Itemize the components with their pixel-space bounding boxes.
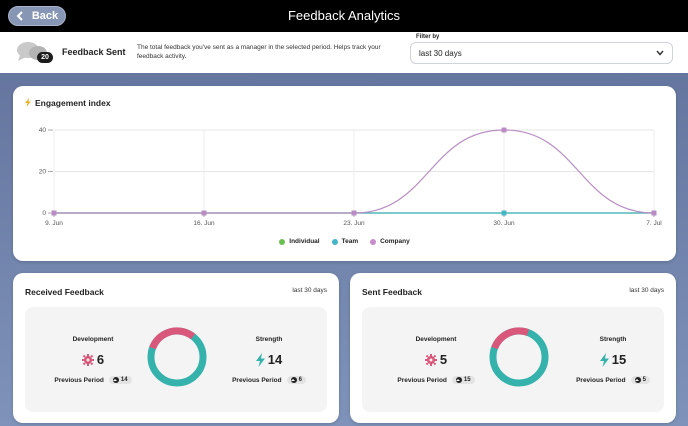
legend-label-team: Team xyxy=(341,238,359,245)
period-filter-select[interactable]: last 30 days xyxy=(410,42,673,64)
legend-item-company[interactable]: Company xyxy=(370,238,410,245)
sent-feedback-panel: Development 5 Previous Period 15 Strengt… xyxy=(362,307,664,412)
donut-development-segment xyxy=(489,327,549,387)
series-line-company xyxy=(54,129,655,214)
engagement-chart: 0 20 40 9. Jun 16. Jun 23. Jun 30. Jun 7. Jul xyxy=(39,127,663,227)
series-point-company xyxy=(651,210,657,216)
chart-legend: Individual Team Company xyxy=(13,238,676,245)
previous-period-label: Previous Period xyxy=(576,376,626,384)
series-point-company xyxy=(501,127,507,133)
back-button[interactable]: Back xyxy=(8,6,66,26)
feedback-sent-description: The total feedback you've sent as a mana… xyxy=(137,44,381,61)
x-tick-label: 9. Jun xyxy=(45,220,63,227)
x-tick-label: 30. Jun xyxy=(493,220,515,227)
arrow-up-icon xyxy=(112,377,119,383)
filter-label: Filter by xyxy=(416,34,440,40)
previous-period-badge: 5 xyxy=(630,376,650,384)
arrow-up-icon xyxy=(455,377,462,383)
previous-period-label: Previous Period xyxy=(232,376,282,384)
back-button-label: Back xyxy=(31,10,59,22)
received-strength-metric: Strength 14 Previous Period 6 xyxy=(219,336,319,384)
x-tick-label: 7. Jul xyxy=(646,220,662,227)
previous-period-badge: 14 xyxy=(108,376,132,384)
strength-label: Strength xyxy=(599,336,627,343)
arrow-up-icon xyxy=(290,377,297,383)
page-title: Feedback Analytics xyxy=(287,8,400,23)
previous-period-value: 15 xyxy=(463,377,471,383)
received-feedback-period: last 30 days xyxy=(292,287,327,294)
legend-dot-team xyxy=(331,238,338,245)
strength-label: Strength xyxy=(255,336,283,343)
top-bar: Back Feedback Analytics xyxy=(0,0,688,32)
previous-period-label: Previous Period xyxy=(54,376,104,384)
y-tick-label: 40 xyxy=(39,127,47,134)
strength-value: 15 xyxy=(611,352,627,367)
bolt-icon xyxy=(255,352,265,367)
previous-period-value: 5 xyxy=(642,377,646,383)
legend-dot-company xyxy=(370,238,377,245)
received-development-metric: Development 6 Previous Period 14 xyxy=(43,336,143,384)
series-point-company xyxy=(51,210,57,216)
development-value: 6 xyxy=(96,352,105,367)
y-tick-label: 20 xyxy=(39,169,47,176)
legend-dot-individual xyxy=(279,238,286,245)
previous-period-value: 14 xyxy=(120,377,128,383)
engagement-title: Engagement index xyxy=(35,98,111,108)
chevron-left-icon xyxy=(16,11,23,21)
development-value: 5 xyxy=(439,352,448,367)
series-point-company xyxy=(351,210,357,216)
bolt-icon xyxy=(25,98,31,107)
x-tick-label: 23. Jun xyxy=(343,220,365,227)
received-feedback-title: Received Feedback xyxy=(25,287,104,297)
development-label: Development xyxy=(72,336,114,343)
feedback-sent-label: Feedback Sent xyxy=(62,47,126,57)
received-feedback-donut xyxy=(147,327,207,387)
feedback-sent-count: 20 xyxy=(37,52,53,63)
engagement-card: Engagement index 0 20 40 9. Jun 16. Jun 23. J… xyxy=(13,86,676,261)
legend-item-team[interactable]: Team xyxy=(331,238,359,245)
sent-feedback-card: Sent Feedback last 30 days Development 5… xyxy=(350,273,676,423)
x-tick-label: 16. Jun xyxy=(193,220,215,227)
strength-value: 14 xyxy=(267,352,283,367)
received-feedback-card: Received Feedback last 30 days Developme… xyxy=(13,273,339,423)
series-point-company xyxy=(201,210,207,216)
sent-feedback-title: Sent Feedback xyxy=(362,287,422,297)
donut-development-segment xyxy=(147,327,207,387)
sent-development-metric: Development 5 Previous Period 15 xyxy=(386,336,486,384)
arrow-up-icon xyxy=(634,377,641,383)
y-tick-label: 0 xyxy=(42,210,46,217)
sent-strength-metric: Strength 15 Previous Period 5 xyxy=(563,336,663,384)
previous-period-badge: 15 xyxy=(451,376,475,384)
sent-feedback-donut xyxy=(489,327,549,387)
legend-item-individual[interactable]: Individual xyxy=(279,238,320,245)
bolt-icon xyxy=(599,352,609,367)
sent-feedback-period: last 30 days xyxy=(629,287,664,294)
received-feedback-panel: Development 6 Previous Period 14 Strengt… xyxy=(25,307,327,412)
series-point-team xyxy=(501,210,507,216)
gear-icon xyxy=(424,353,437,366)
period-filter-value: last 30 days xyxy=(419,48,462,58)
chevron-down-icon xyxy=(656,50,664,56)
previous-period-value: 6 xyxy=(298,377,302,383)
legend-label-individual: Individual xyxy=(289,238,320,245)
previous-period-badge: 6 xyxy=(286,376,306,384)
gear-icon xyxy=(81,353,94,366)
previous-period-label: Previous Period xyxy=(397,376,447,384)
development-label: Development xyxy=(415,336,457,343)
legend-label-company: Company xyxy=(380,238,410,245)
